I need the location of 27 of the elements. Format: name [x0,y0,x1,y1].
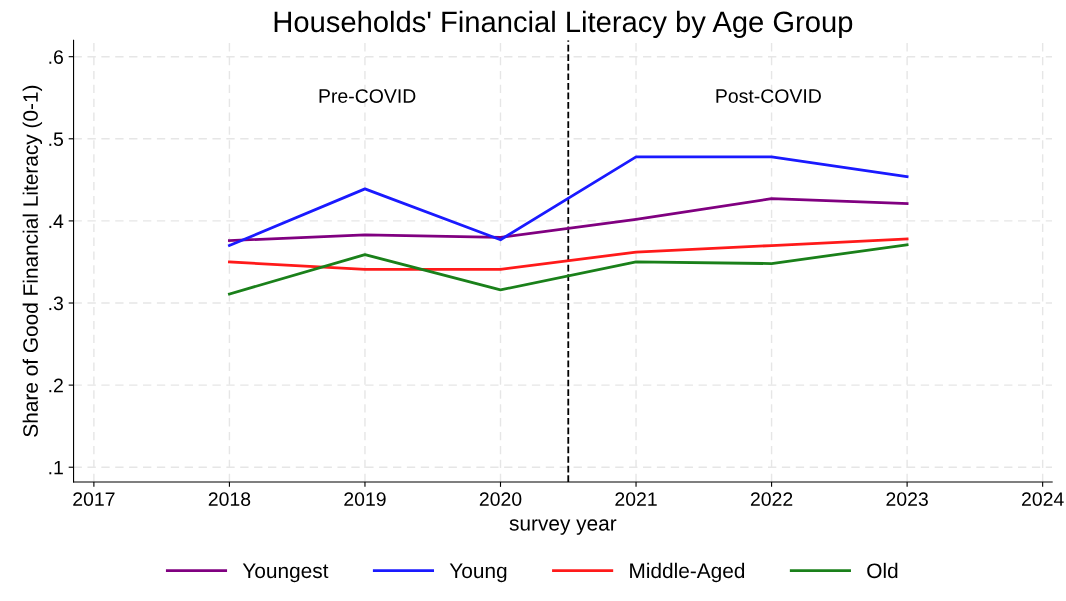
legend-label: Youngest [242,563,329,583]
x-tick-label: 2021 [615,492,657,507]
annotation: Pre-COVID [319,89,416,103]
line-series [228,197,909,242]
x-tick-label: 2017 [73,492,115,507]
x-tick-label: 2022 [750,492,793,507]
y-tick-label: .5 [49,132,64,147]
chart-title: Households' Financial Literacy by Age Group [274,10,853,38]
legend-label: Middle-Aged [630,562,745,583]
x-tick-label: 2020 [479,492,522,507]
y-tick-label: .6 [49,50,63,64]
line-series [228,155,909,247]
y-tick-label: .2 [49,378,63,393]
x-tick-label: 2023 [886,492,928,507]
x-tick-label: 2019 [344,492,386,507]
annotation: Post-COVID [716,89,821,103]
x-tick-label: 2024 [1022,492,1064,507]
y-axis-title: Share of Good Financial Literacy (0-1) [22,85,43,437]
line-series [228,243,909,296]
legend-label: Old [867,562,898,579]
line-series [228,237,909,271]
x-axis-title: survey year [509,519,617,535]
y-tick-label: .3 [49,296,63,311]
x-tick-label: 2018 [208,492,251,507]
y-tick-label: .4 [49,214,64,228]
legend-label: Young [449,563,507,583]
y-tick-label: .1 [49,460,63,475]
